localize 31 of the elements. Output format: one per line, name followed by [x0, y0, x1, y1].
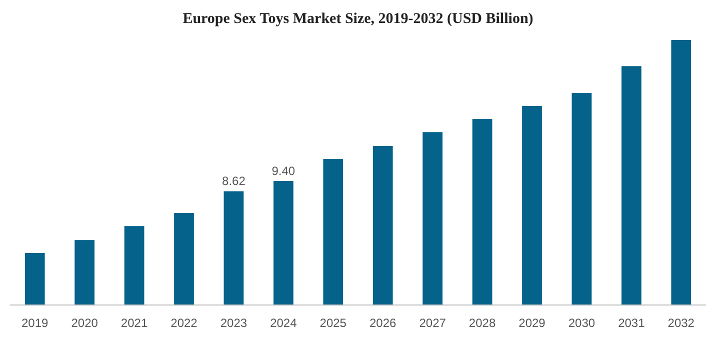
bar	[572, 93, 592, 305]
bar	[273, 180, 294, 305]
x-tick-label: 2024	[270, 316, 298, 330]
data-label: 8.62	[222, 174, 246, 188]
chart-title: Europe Sex Toys Market Size, 2019-2032 (USD Billion)	[182, 11, 534, 27]
x-tick-label: 2027	[419, 316, 446, 330]
bar	[671, 40, 692, 305]
bar	[24, 253, 45, 305]
x-tick-label: 2020	[71, 316, 98, 330]
bar	[323, 159, 344, 305]
x-tick-label: 2026	[370, 316, 397, 330]
x-tick-label: 2028	[468, 316, 496, 330]
bar	[372, 146, 393, 305]
x-tick-label: 2019	[22, 316, 49, 330]
bar	[224, 191, 244, 305]
x-tick-label: 2029	[518, 316, 546, 330]
x-tick-label: 2025	[320, 316, 347, 330]
bar	[124, 226, 144, 305]
x-tick-label: 2021	[120, 316, 148, 330]
bar	[174, 213, 194, 305]
bar	[472, 119, 492, 305]
x-tick-label: 2022	[170, 316, 198, 330]
x-tick-label: 2031	[618, 316, 646, 330]
data-label: 9.40	[272, 164, 296, 178]
bar	[74, 240, 95, 305]
bar	[522, 106, 542, 305]
bar	[621, 66, 642, 305]
bar	[422, 132, 443, 305]
x-tick-label: 2030	[568, 316, 596, 330]
x-tick-label: 2023	[220, 316, 248, 330]
x-tick-label: 2032	[668, 316, 695, 330]
